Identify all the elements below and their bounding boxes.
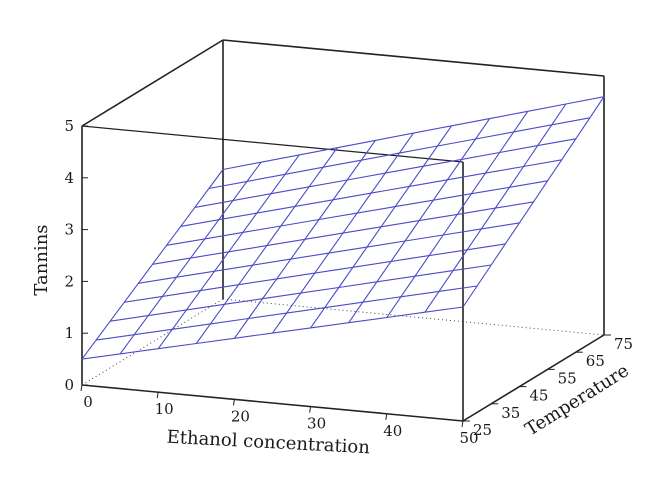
mesh-line-temperature-4 <box>138 222 520 284</box>
plot-box <box>81 39 605 422</box>
mesh-line-temperature-7 <box>180 159 562 227</box>
axis-ticks <box>80 125 611 428</box>
z-tick-label-2: 2 <box>64 272 74 290</box>
box-edge-AB <box>81 384 464 422</box>
mesh-line-temperature-1 <box>96 285 478 341</box>
x-tick-0 <box>80 384 83 392</box>
y-tick-label-25: 25 <box>473 421 492 439</box>
x-tick-20 <box>232 399 235 406</box>
mesh-line-temperature-0 <box>81 306 464 360</box>
box-edge-EF <box>81 125 464 163</box>
response-surface-mesh <box>81 96 605 360</box>
x-tick-50 <box>461 420 464 428</box>
mesh-line-temperature-10 <box>222 96 605 171</box>
x-tick-label-20: 20 <box>231 407 250 425</box>
x-tick-40 <box>385 413 388 420</box>
x-tick-label-30: 30 <box>307 415 326 433</box>
z-axis-title: Tannins <box>31 224 52 295</box>
x-axis-title: Ethanol concentration <box>166 427 371 459</box>
mesh-line-temperature-5 <box>152 201 534 265</box>
mesh-line-temperature-6 <box>166 180 548 246</box>
z-tick-label-0: 0 <box>64 376 74 394</box>
x-tick-30 <box>309 406 312 413</box>
x-tick-label-0: 0 <box>83 393 93 411</box>
z-tick-label-3: 3 <box>64 221 74 239</box>
box-edge-HG <box>222 39 605 77</box>
y-tick-label-55: 55 <box>558 369 577 387</box>
box-edge-EH <box>81 39 224 127</box>
z-tick-label-4: 4 <box>64 169 74 187</box>
mesh-line-temperature-2 <box>110 264 492 322</box>
mesh-line-temperature-8 <box>194 138 576 208</box>
y-tick-label-45: 45 <box>529 387 548 405</box>
z-tick-label-1: 1 <box>64 324 74 342</box>
x-tick-label-50: 50 <box>459 429 478 447</box>
z-tick-label-5: 5 <box>64 117 74 135</box>
box-hidden-edge-AD <box>81 298 224 386</box>
box-hidden-edge-DC <box>222 298 605 336</box>
mesh-line-temperature-3 <box>124 243 506 303</box>
y-tick-label-35: 35 <box>501 404 520 422</box>
x-tick-label-40: 40 <box>383 422 402 440</box>
x-tick-10 <box>156 392 159 399</box>
y-tick-label-75: 75 <box>614 335 633 353</box>
x-tick-label-10: 10 <box>155 400 174 418</box>
box-edge-BC <box>462 334 605 422</box>
mesh-line-temperature-9 <box>208 117 590 190</box>
y-tick-label-65: 65 <box>586 352 605 370</box>
